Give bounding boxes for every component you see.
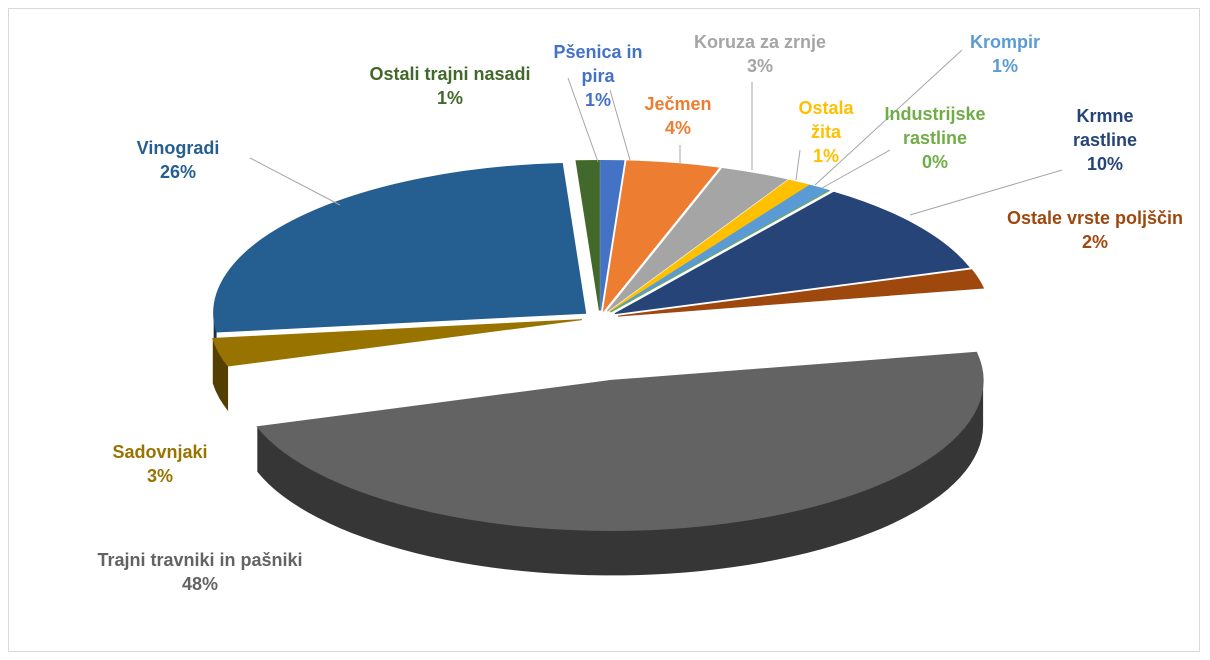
data-label: Krmne rastline 10% [1050,104,1160,176]
slice [602,160,720,313]
data-label: Vinogradi 26% [108,136,248,184]
slice [606,167,788,312]
slice-side [212,338,229,411]
leader-line [795,149,801,181]
data-label: Koruza za zrnje 3% [670,30,850,78]
category-label: Trajni travniki in pašniki [97,550,303,570]
data-label: Ječmen 4% [633,92,723,140]
value-label: 10% [1086,154,1124,174]
value-label: 4% [664,118,691,138]
category-label: Sadovnjaki [112,442,208,462]
leader-line [814,49,963,186]
value-label: 2% [1081,232,1108,252]
category-label: Industrijske rastline [884,104,986,148]
slice [256,351,984,531]
value-label: 3% [146,466,173,486]
value-label: 1% [991,56,1018,76]
data-label: Sadovnjaki 3% [90,440,230,488]
category-label: Vinogradi [136,138,220,158]
leader-line [909,169,1063,216]
category-label: Koruza za zrnje [693,32,827,52]
value-label: 48% [181,574,219,594]
leader-line [821,149,891,189]
category-label: Ostala žita [798,98,854,142]
category-label: Ostali trajni nasadi [369,64,531,84]
slice [212,319,582,367]
leader-line [249,157,341,206]
data-label: Krompir 1% [955,30,1055,78]
category-label: Pšenica in pira [553,42,643,86]
slice [213,163,587,333]
value-label: 1% [436,88,463,108]
value-label: 1% [812,146,839,166]
slice-side [257,380,984,576]
value-label: 26% [159,162,197,182]
leader-line [567,77,599,163]
leader-line [609,89,631,161]
slice [575,160,600,311]
value-label: 0% [921,152,948,172]
data-label: Ostale vrste poljščin 2% [980,206,1210,254]
data-label: Pšenica in pira 1% [543,40,653,112]
data-label: Ostali trajni nasadi 1% [335,62,565,110]
slice [610,190,830,313]
slice [617,269,985,317]
category-label: Ječmen [644,94,712,114]
chart-frame [8,8,1200,652]
data-label: Industrijske rastline 0% [865,102,1005,174]
slice [614,191,970,315]
category-label: Ostale vrste poljščin [1006,208,1184,228]
data-label: Trajni travniki in pašniki 48% [90,548,310,596]
value-label: 1% [584,90,611,110]
category-label: Krmne rastline [1072,106,1138,150]
slice [600,160,625,311]
value-label: 3% [746,56,773,76]
data-label: Ostala žita 1% [791,96,861,168]
slice [609,179,811,312]
category-label: Krompir [969,32,1040,52]
